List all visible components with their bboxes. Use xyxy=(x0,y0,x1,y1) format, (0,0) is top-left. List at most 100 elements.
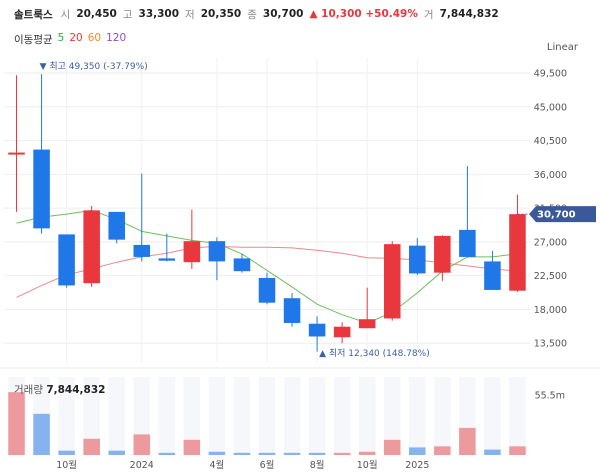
volume-bar xyxy=(133,434,151,455)
ma-60[interactable]: 60 xyxy=(87,32,102,44)
volume-header-label: 거래량 xyxy=(14,384,43,396)
volume-bar xyxy=(83,438,100,455)
volume-bar xyxy=(333,452,351,455)
volume-bar-bg xyxy=(158,377,176,455)
volume-bar-bg xyxy=(83,377,100,455)
volume-bar xyxy=(158,452,176,455)
volume-bar-bg xyxy=(283,377,301,455)
candle-body xyxy=(459,229,476,257)
ma-label: 이동평균 xyxy=(14,34,53,46)
candle-body xyxy=(509,214,526,291)
open-label: 시 xyxy=(60,8,71,21)
close-value: 30,700 xyxy=(262,8,304,20)
volume-bar-bg xyxy=(183,377,201,455)
volume-bar xyxy=(484,449,501,455)
stock-header: 솔트룩스 시 20,450 고 33,300 저 20,350 종 30,700… xyxy=(14,6,499,22)
candle-body xyxy=(183,241,201,263)
volume-tick-label: 55.5m xyxy=(535,390,565,401)
x-tick-label: 2025 xyxy=(405,460,429,471)
ma-20[interactable]: 20 xyxy=(69,32,83,44)
change-value: ▲ 10,300 +50.49% xyxy=(309,8,418,20)
volume-header-value: 7,844,832 xyxy=(46,384,106,396)
volume-bar xyxy=(208,451,226,455)
candle-body xyxy=(158,258,176,261)
volume-bar-bg xyxy=(108,377,125,455)
volume-bar xyxy=(509,446,526,455)
candle-body xyxy=(358,319,376,329)
volume-bar-bg xyxy=(308,377,326,455)
candle-body xyxy=(283,298,301,323)
candle-body xyxy=(409,245,426,274)
x-tick-label: 10월 xyxy=(56,459,77,471)
candle-body xyxy=(484,261,501,290)
y-tick-label: 36,000 xyxy=(534,170,567,181)
volume-bar-bg xyxy=(409,377,426,455)
candle-body xyxy=(233,258,251,272)
moving-average-legend[interactable]: 이동평균 5 20 60 120 xyxy=(14,32,126,47)
volume-bar xyxy=(383,439,401,455)
y-tick-label: 13,500 xyxy=(534,339,567,350)
volume-bar-bg xyxy=(509,377,526,455)
y-tick-label: 22,500 xyxy=(534,271,567,282)
low-label: 저 xyxy=(185,8,195,21)
y-tick-label: 49,500 xyxy=(534,69,567,80)
volume-bar-bg xyxy=(383,377,401,455)
x-tick-label: 10월 xyxy=(357,459,378,471)
ma-5[interactable]: 5 xyxy=(57,32,65,44)
volume-bar xyxy=(283,452,301,455)
x-tick-label: 6월 xyxy=(260,459,275,471)
volume-label: 거 xyxy=(423,8,434,21)
low-annotation: ▲ 최저 12,340 (148.78%) xyxy=(319,348,430,359)
close-label: 종 xyxy=(247,8,257,21)
volume-bar xyxy=(58,450,75,455)
volume-bar xyxy=(258,452,276,455)
volume-bar xyxy=(33,413,50,455)
high-annotation: ▼ 최고 49,350 (-37.79%) xyxy=(40,61,148,72)
candle-body xyxy=(333,326,351,338)
volume-bar-bg xyxy=(58,377,75,455)
volume-bar-bg xyxy=(333,377,351,455)
current-price-tag xyxy=(529,206,596,223)
volume-bar xyxy=(459,427,476,455)
volume-bar-bg xyxy=(258,377,276,455)
volume-bar-bg xyxy=(233,377,251,455)
volume-bar xyxy=(358,451,376,455)
x-tick-label: 8월 xyxy=(310,459,325,471)
high-value: 33,300 xyxy=(138,8,180,20)
candle-body xyxy=(434,235,451,273)
candle-body xyxy=(133,244,151,257)
x-tick-label: 4월 xyxy=(210,459,225,471)
current-price-label: 30,700 xyxy=(537,210,576,221)
stock-name: 솔트룩스 xyxy=(14,8,53,21)
volume-bar xyxy=(108,450,125,455)
scale-mode-button[interactable]: Linear xyxy=(546,42,578,53)
y-tick-label: 45,000 xyxy=(534,102,567,113)
ma-120[interactable]: 120 xyxy=(106,32,127,44)
volume-bar-bg xyxy=(434,377,451,455)
low-value: 20,350 xyxy=(200,8,242,20)
candle-body xyxy=(8,152,25,155)
volume-header: 거래량 7,844,832 xyxy=(14,382,105,397)
volume-value: 7,844,832 xyxy=(439,8,499,20)
volume-bar xyxy=(8,392,25,455)
volume-bar xyxy=(434,446,451,455)
y-tick-label: 27,000 xyxy=(534,237,567,248)
candle-body xyxy=(308,323,326,337)
volume-bar xyxy=(183,439,201,455)
x-tick-label: 2024 xyxy=(130,460,154,471)
candle-body xyxy=(258,277,276,303)
candle-body xyxy=(108,211,125,240)
y-tick-label: 18,000 xyxy=(534,305,567,316)
volume-bar xyxy=(409,447,426,455)
high-label: 고 xyxy=(122,8,133,21)
volume-bar xyxy=(233,452,251,455)
open-value: 20,450 xyxy=(76,8,117,20)
candle-body xyxy=(58,234,75,286)
volume-bar-bg xyxy=(208,377,226,455)
volume-bar xyxy=(308,452,326,455)
volume-bar-bg xyxy=(484,377,501,455)
volume-bar-bg xyxy=(358,377,376,455)
candle-body xyxy=(208,241,226,262)
candle-body xyxy=(83,210,100,284)
